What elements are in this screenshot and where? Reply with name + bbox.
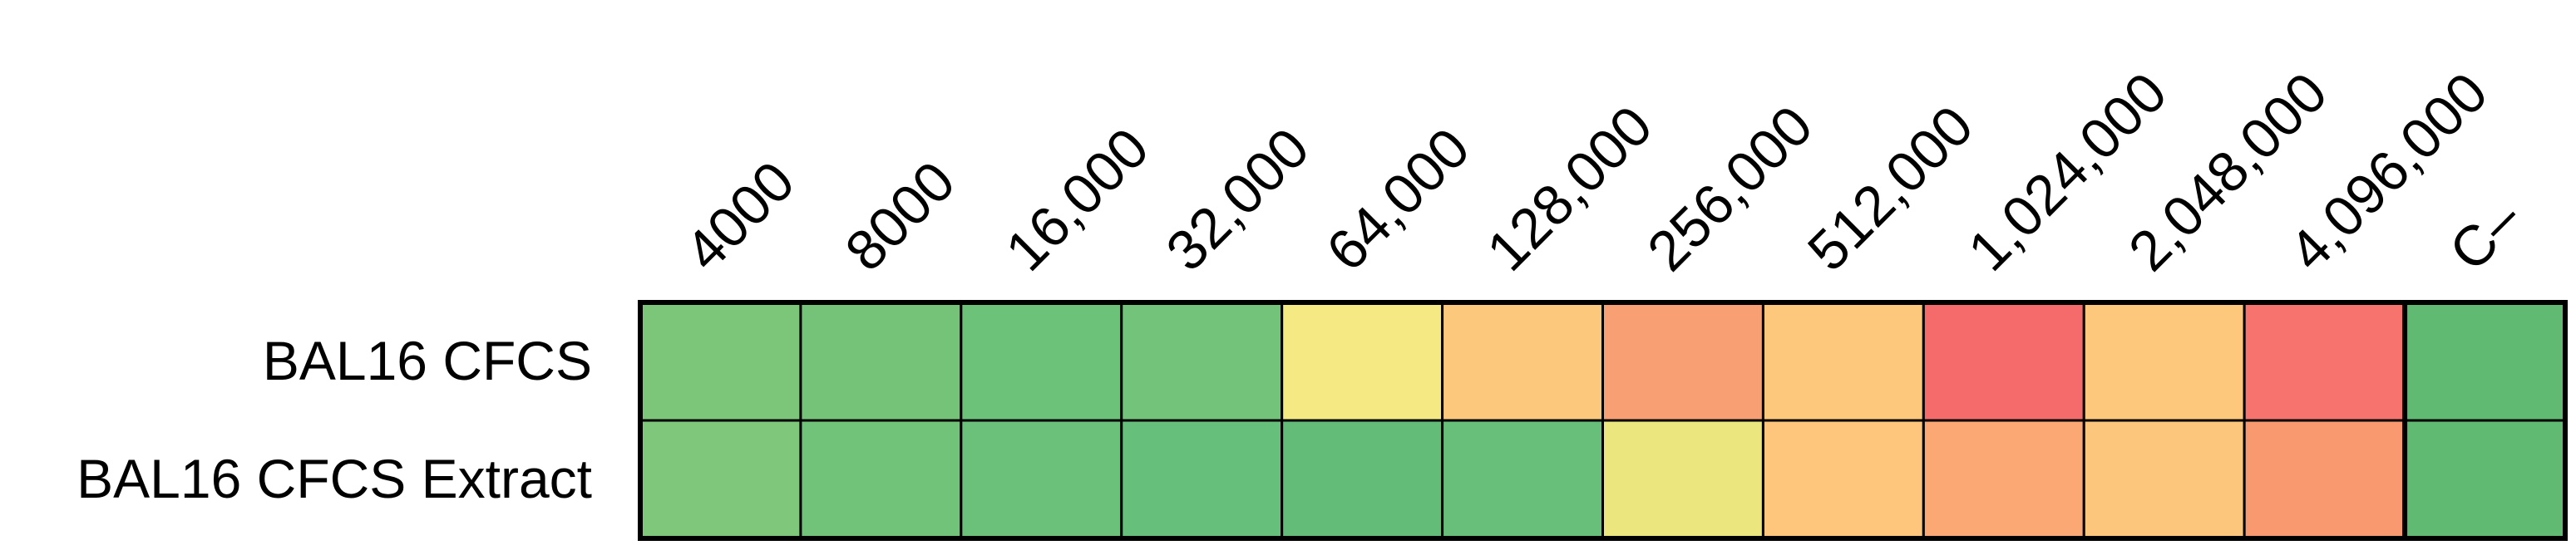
heatmap-cells xyxy=(639,301,2567,540)
heatmap-cell xyxy=(2243,301,2406,422)
column-label: 256,000 xyxy=(1636,94,1825,283)
heatmap-cell xyxy=(1281,419,1444,540)
column-label: 8000 xyxy=(833,150,967,283)
row-labels: BAL16 CFCS BAL16 CFCS Extract xyxy=(76,330,592,509)
heatmap-cell xyxy=(2243,419,2406,540)
heatmap-cell xyxy=(1120,301,1284,422)
heatmap-cell xyxy=(2082,419,2246,540)
column-labels: 4000 8000 16,00032,00064,000128,000256,000… xyxy=(673,61,2533,283)
heatmap-cell xyxy=(1601,419,1764,540)
heatmap-cell xyxy=(1761,301,1925,422)
column-label: C– xyxy=(2437,187,2533,282)
row-label: BAL16 CFCS Extract xyxy=(76,448,592,509)
heatmap-cell xyxy=(1761,419,1925,540)
heatmap-cell xyxy=(1120,419,1284,540)
heatmap-cell xyxy=(1441,419,1605,540)
heatmap-cell xyxy=(1601,301,1764,422)
heatmap-cell xyxy=(639,419,802,540)
heatmap-cell xyxy=(2403,301,2567,422)
column-label: 64,000 xyxy=(1315,116,1482,283)
column-label: 4000 xyxy=(673,150,807,283)
column-label: 32,000 xyxy=(1154,116,1321,283)
column-label: 512,000 xyxy=(1796,94,1986,283)
heatmap-cell xyxy=(799,301,963,422)
heatmap-cell xyxy=(960,419,1123,540)
heatmap-cell xyxy=(2082,301,2246,422)
heatmap-cell xyxy=(1281,301,1444,422)
heatmap-cell xyxy=(2403,419,2567,540)
column-label: 16,000 xyxy=(994,116,1161,283)
heatmap-border xyxy=(638,300,2568,541)
heatmap-cell xyxy=(1441,301,1605,422)
row-label: BAL16 CFCS xyxy=(263,330,592,391)
heatmap-cell xyxy=(639,301,802,422)
heatmap-cell xyxy=(799,419,963,540)
heatmap-cell xyxy=(1922,301,2085,422)
heatmap-cell xyxy=(960,301,1123,422)
column-label: 128,000 xyxy=(1475,94,1665,283)
heatmap-frame xyxy=(638,300,2568,541)
heatmap-cell xyxy=(1922,419,2085,540)
